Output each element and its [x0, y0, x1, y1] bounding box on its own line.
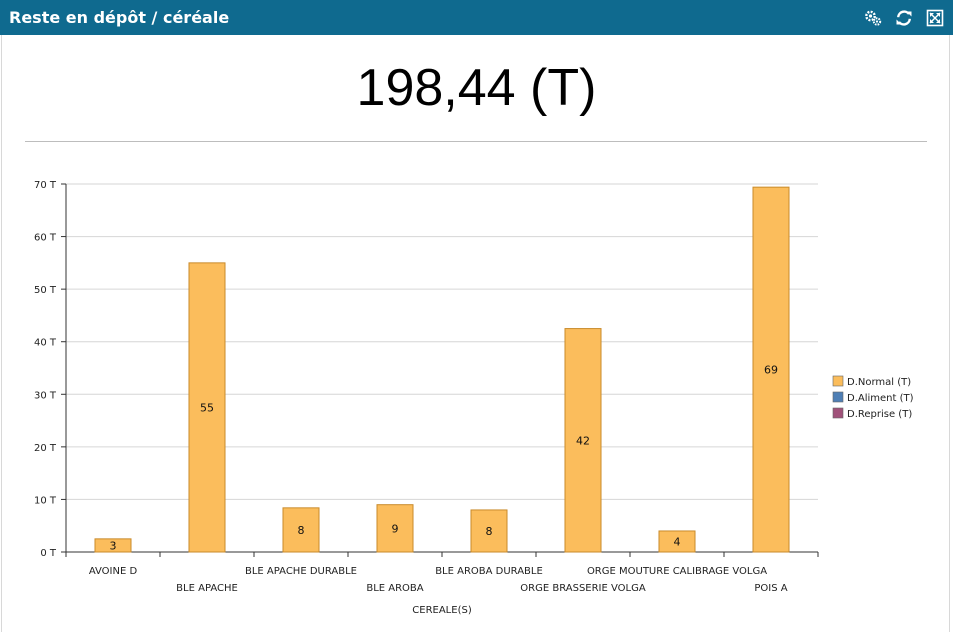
- data-label: 42: [576, 434, 590, 447]
- refresh-icon[interactable]: [894, 8, 914, 28]
- fullscreen-icon[interactable]: [925, 8, 945, 28]
- x-tick-label: BLE APACHE DURABLE: [245, 566, 357, 577]
- y-tick-label: 60 T: [34, 233, 57, 244]
- window-title: Reste en dépôt / céréale: [9, 8, 230, 27]
- x-tick-label: BLE APACHE: [176, 583, 238, 594]
- y-tick-label: 70 T: [34, 180, 57, 191]
- x-axis-title: CEREALE(S): [412, 605, 472, 616]
- x-tick-label: ORGE MOUTURE CALIBRAGE VOLGA: [587, 566, 767, 577]
- data-label: 8: [486, 525, 493, 538]
- y-tick-label: 0 T: [40, 548, 57, 559]
- legend-swatch: [832, 407, 844, 419]
- bar: [188, 262, 226, 553]
- total-value: 198,44 (T): [356, 59, 597, 117]
- bar: [470, 509, 508, 553]
- data-label: 9: [392, 522, 399, 535]
- titlebar-tools: [863, 8, 945, 28]
- y-tick-label: 40 T: [34, 338, 57, 349]
- summary-divider: [25, 141, 927, 142]
- x-tick-label: POIS A: [754, 583, 787, 594]
- y-tick-label: 10 T: [34, 495, 57, 506]
- bar: [752, 186, 790, 553]
- bar: [564, 328, 602, 553]
- y-tick-label: 30 T: [34, 390, 57, 401]
- x-tick-label: BLE AROBA: [366, 583, 423, 594]
- window-titlebar: Reste en dépôt / céréale: [0, 0, 953, 35]
- y-tick-label: 20 T: [34, 443, 57, 454]
- y-tick-label: 50 T: [34, 285, 57, 296]
- bar: [658, 530, 696, 553]
- legend-label: D.Aliment (T): [847, 393, 914, 404]
- bar: [94, 538, 132, 553]
- legend-label: D.Reprise (T): [847, 409, 912, 420]
- settings-gears-icon[interactable]: [863, 8, 883, 28]
- x-tick-label: ORGE BRASSERIE VOLGA: [520, 583, 646, 594]
- x-tick-label: AVOINE D: [89, 566, 138, 577]
- x-tick-label: BLE AROBA DURABLE: [435, 566, 543, 577]
- bar: [282, 507, 320, 553]
- data-label: 8: [298, 524, 305, 537]
- data-label: 3: [110, 539, 117, 552]
- bar: [376, 504, 414, 553]
- legend-swatch: [832, 391, 844, 403]
- data-label: 55: [200, 401, 214, 414]
- data-label: 69: [764, 364, 778, 377]
- legend-label: D.Normal (T): [847, 377, 911, 388]
- data-label: 4: [674, 535, 681, 548]
- legend-swatch: [832, 375, 844, 387]
